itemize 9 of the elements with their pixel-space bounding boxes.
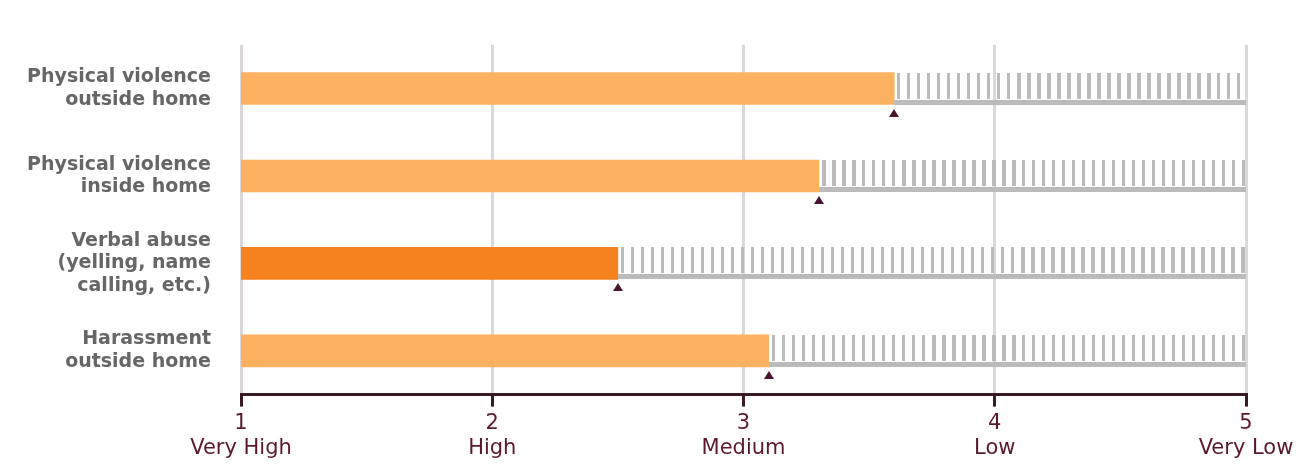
- y-tick-label: Verbal abuse (yelling, name calling, etc.): [57, 227, 211, 296]
- x-tick-label: 4 Low: [974, 409, 1016, 459]
- x-tick-label: 2 High: [468, 409, 517, 459]
- y-tick-label: Physical violence inside home: [27, 151, 211, 197]
- y-tick-label: Harassment outside home: [65, 326, 211, 372]
- x-tick-label: 5 Very Low: [1198, 409, 1294, 459]
- x-tick-label: 1 Very High: [190, 409, 292, 459]
- x-tick-label: 3 Medium: [701, 409, 786, 459]
- y-tick-label: Physical violence outside home: [27, 64, 211, 109]
